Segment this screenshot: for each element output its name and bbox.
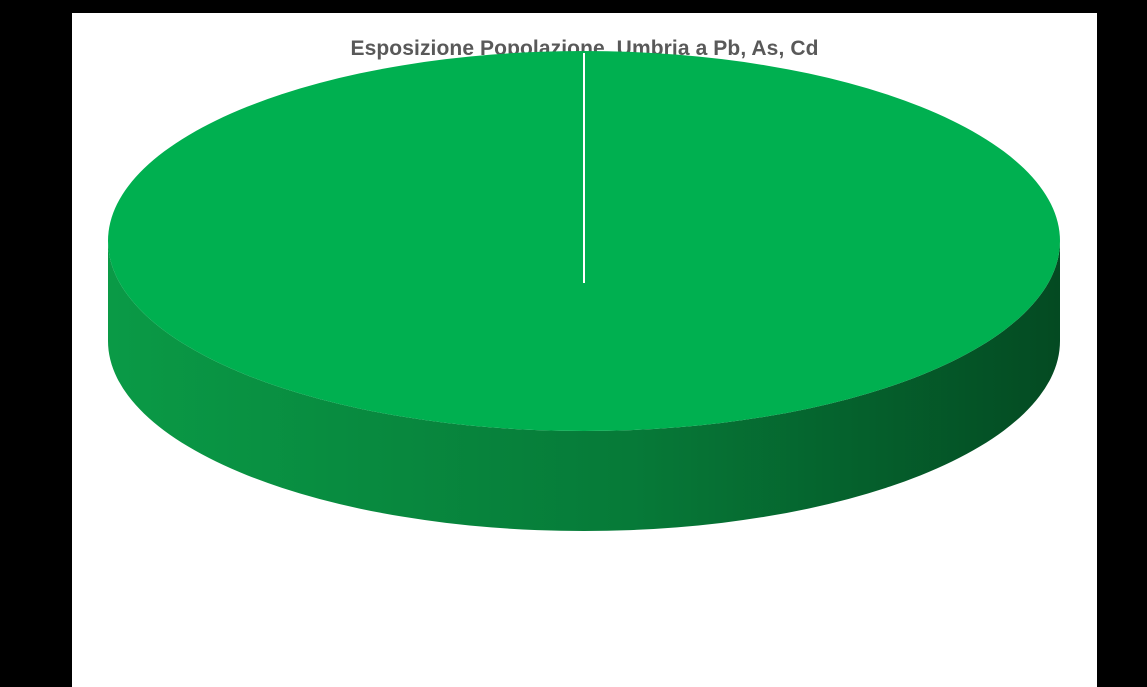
pie-slice-side bbox=[108, 241, 1060, 531]
pie-slices bbox=[108, 51, 1060, 531]
chart-area: Esposizione Popolazione Umbria a Pb, As,… bbox=[72, 13, 1097, 687]
pie-chart bbox=[108, 51, 1060, 531]
